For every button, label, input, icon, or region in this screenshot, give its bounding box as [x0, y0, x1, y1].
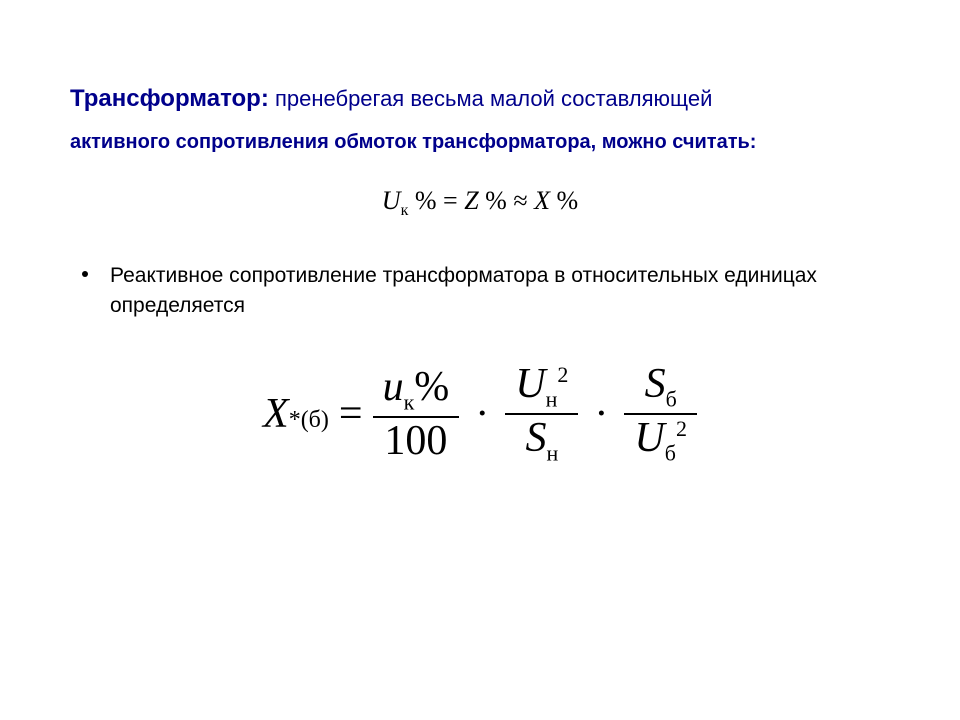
title-line-2: активного сопротивления обмоток трансфор… — [70, 126, 890, 158]
title-rest: пренебрегая весьма малой составляющей — [269, 86, 713, 111]
frac1-den: 100 — [374, 418, 457, 464]
frac2-Usup: 2 — [557, 362, 568, 387]
frac1-num: uк% — [373, 364, 460, 415]
formula-X: X*(б) — [263, 390, 329, 438]
eq-approx: ≈ — [507, 186, 534, 215]
fraction-3: Sб Uб2 — [624, 361, 697, 466]
frac3-U: U — [634, 415, 664, 461]
eq-equals: = — [437, 186, 465, 215]
eq-X: X — [534, 186, 550, 215]
frac2-num: Uн2 — [505, 361, 578, 412]
frac2-Ssub: н — [546, 440, 558, 465]
frac3-Ssub: б — [666, 387, 677, 412]
formula-eq: = — [339, 390, 363, 438]
frac1-pct: % — [414, 364, 449, 410]
eq-pct-3: % — [550, 186, 578, 215]
title-line-1: Трансформатор: пренебрегая весьма малой … — [70, 80, 890, 118]
formula-X-sub: *(б) — [289, 407, 329, 433]
bullet-row: Реактивное сопротивление трансформатора … — [70, 261, 890, 322]
frac1-sub: к — [404, 390, 415, 415]
eq-pct-1: % — [408, 186, 436, 215]
eq-Z: Z — [464, 186, 478, 215]
dot-1: · — [469, 390, 495, 438]
title-bold: Трансформатор: — [70, 85, 269, 112]
fraction-2: Uн2 Sн — [505, 361, 578, 466]
frac2-Usub: н — [546, 387, 558, 412]
formula-X-sym: X — [263, 391, 289, 437]
frac3-Usup: 2 — [676, 416, 687, 441]
eq-pct-2: % — [479, 186, 507, 215]
bullet-text: Реактивное сопротивление трансформатора … — [110, 261, 890, 322]
equation-top: Uк % = Z % ≈ X % — [70, 186, 890, 220]
eq-U: U — [382, 186, 401, 215]
frac2-U: U — [515, 361, 545, 407]
bullet-icon — [82, 271, 88, 277]
dot-2: · — [588, 390, 614, 438]
frac2-den: Sн — [515, 415, 568, 466]
main-formula: X*(б) = uк% 100 · Uн2 Sн · — [70, 361, 890, 466]
frac3-num: Sб — [635, 361, 687, 412]
frac3-Usub: б — [665, 440, 676, 465]
frac2-S: S — [525, 415, 546, 461]
frac3-S: S — [645, 361, 666, 407]
fraction-1: uк% 100 — [373, 364, 460, 463]
frac1-u: u — [383, 364, 404, 410]
frac3-den: Uб2 — [624, 415, 697, 466]
